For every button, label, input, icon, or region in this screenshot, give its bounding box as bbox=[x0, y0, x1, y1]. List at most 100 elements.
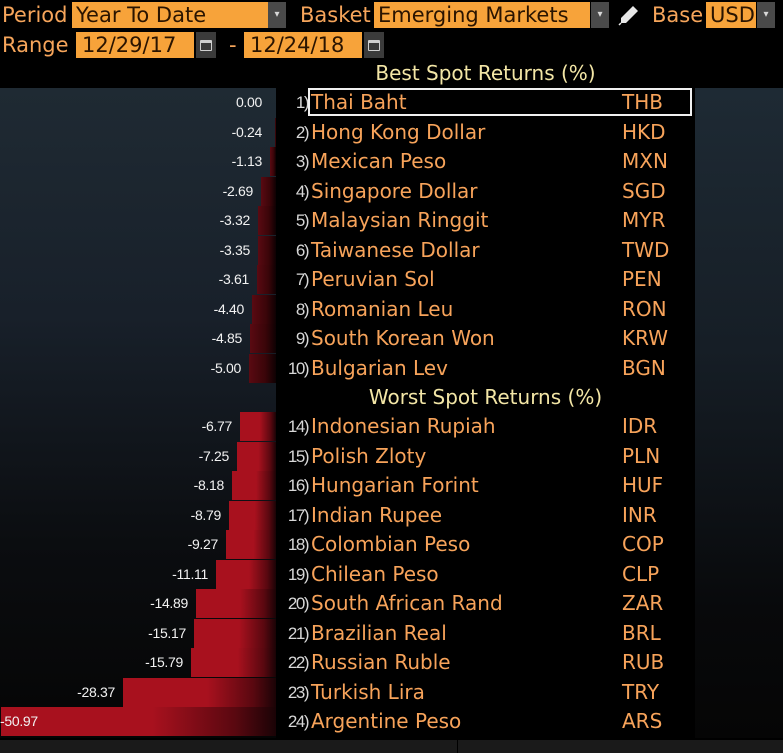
bar-try bbox=[123, 677, 276, 707]
currency-code: INR bbox=[622, 502, 657, 527]
calendar-icon[interactable] bbox=[364, 32, 384, 58]
rank-number: 24) bbox=[287, 712, 310, 731]
currency-row-sgd[interactable]: 4) Singapore Dollar SGD bbox=[276, 177, 695, 206]
return-value: -28.37 bbox=[77, 683, 115, 700]
currency-code: PEN bbox=[622, 267, 662, 291]
currency-name[interactable]: Chilean Peso bbox=[311, 561, 439, 586]
bar-twd bbox=[258, 235, 276, 265]
rank-number: 7) bbox=[295, 270, 310, 289]
basket-dropdown[interactable]: Emerging Markets bbox=[374, 2, 590, 28]
return-value: -3.61 bbox=[218, 271, 250, 287]
currency-name[interactable]: Indonesian Rupiah bbox=[311, 414, 496, 438]
currency-row-myr[interactable]: 5) Malaysian Ringgit MYR bbox=[276, 206, 695, 235]
currency-code: BGN bbox=[622, 355, 666, 380]
currency-name[interactable]: Peruvian Sol bbox=[311, 267, 435, 291]
currency-row-ars[interactable]: 24) Argentine Peso ARS bbox=[276, 707, 695, 736]
rank-number: 4) bbox=[295, 181, 310, 201]
chevron-down-icon[interactable]: ▾ bbox=[591, 2, 609, 28]
currency-code: IDR bbox=[622, 414, 658, 438]
rank-number: 14) bbox=[287, 417, 310, 436]
currency-name[interactable]: Argentine Peso bbox=[311, 709, 462, 733]
currency-row-pln[interactable]: 15) Polish Zloty PLN bbox=[276, 442, 695, 471]
currency-row-bgn[interactable]: 10) Bulgarian Lev BGN bbox=[276, 354, 695, 383]
currency-code: ARS bbox=[622, 709, 663, 733]
currency-code: THB bbox=[622, 90, 663, 114]
currency-row-hkd[interactable]: 2) Hong Kong Dollar HKD bbox=[276, 118, 695, 147]
currency-name[interactable]: South Korean Won bbox=[311, 326, 495, 350]
base-currency-dropdown[interactable]: USD bbox=[706, 2, 756, 28]
bar-ron bbox=[252, 294, 276, 324]
calendar-icon[interactable] bbox=[196, 32, 216, 58]
range-end-input[interactable]: 12/24/18 bbox=[244, 32, 362, 58]
currency-row-try[interactable]: 23) Turkish Lira TRY bbox=[276, 678, 695, 707]
currency-row-krw[interactable]: 9) South Korean Won KRW bbox=[276, 324, 695, 353]
bar-brl bbox=[194, 618, 276, 648]
range-start-input[interactable]: 12/29/17 bbox=[76, 32, 194, 58]
bar-myr bbox=[258, 206, 276, 235]
currency-name[interactable]: Hong Kong Dollar bbox=[311, 119, 486, 144]
currency-name[interactable]: South African Rand bbox=[311, 591, 503, 615]
divider bbox=[457, 740, 458, 753]
pencil-icon[interactable] bbox=[618, 4, 640, 26]
currency-row-huf[interactable]: 16) Hungarian Forint HUF bbox=[276, 471, 695, 500]
currency-row-cop[interactable]: 18) Colombian Peso COP bbox=[276, 530, 695, 559]
bar-clp bbox=[216, 559, 276, 589]
currency-code: RUB bbox=[622, 650, 665, 674]
currency-code: RON bbox=[622, 296, 667, 321]
currency-name[interactable]: Polish Zloty bbox=[311, 443, 427, 468]
currency-list bbox=[276, 60, 695, 740]
currency-name[interactable]: Singapore Dollar bbox=[311, 178, 478, 203]
currency-row-zar[interactable]: 20) South African Rand ZAR bbox=[276, 589, 695, 618]
currency-name[interactable]: Russian Ruble bbox=[311, 650, 451, 674]
currency-code: ZAR bbox=[622, 591, 664, 615]
currency-code: TWD bbox=[622, 237, 670, 262]
currency-name[interactable]: Bulgarian Lev bbox=[311, 355, 448, 380]
return-value: -11.11 bbox=[172, 565, 208, 582]
currency-code: PLN bbox=[622, 443, 661, 468]
return-value: -15.17 bbox=[148, 624, 186, 641]
currency-row-idr[interactable]: 14) Indonesian Rupiah IDR bbox=[276, 412, 695, 441]
currency-row-inr[interactable]: 17) Indian Rupee INR bbox=[276, 501, 695, 530]
currency-name[interactable]: Romanian Leu bbox=[311, 296, 454, 321]
rank-number: 23) bbox=[287, 682, 310, 702]
return-value: -7.25 bbox=[198, 447, 230, 464]
bar-krw bbox=[250, 324, 276, 353]
rank-number: 10) bbox=[287, 358, 310, 378]
currency-row-brl[interactable]: 21) Brazilian Real BRL bbox=[276, 619, 695, 648]
return-value: -50.97 bbox=[0, 713, 38, 729]
bar-zar bbox=[196, 589, 276, 618]
period-label: Period bbox=[2, 3, 68, 27]
currency-row-twd[interactable]: 6) Taiwanese Dollar TWD bbox=[276, 236, 695, 265]
basket-label: Basket bbox=[300, 3, 371, 27]
bar-huf bbox=[232, 471, 276, 500]
rank-number: 22) bbox=[287, 653, 310, 672]
currency-row-rub[interactable]: 22) Russian Ruble RUB bbox=[276, 648, 695, 677]
currency-row-thb[interactable]: 1) Thai Baht THB bbox=[276, 88, 695, 117]
currency-code: BRL bbox=[622, 620, 661, 645]
bar-pen bbox=[257, 265, 276, 294]
currency-row-mxn[interactable]: 3) Mexican Peso MXN bbox=[276, 147, 695, 176]
currency-name[interactable]: Indian Rupee bbox=[311, 502, 443, 527]
currency-name[interactable]: Mexican Peso bbox=[311, 149, 447, 173]
currency-name[interactable]: Hungarian Forint bbox=[311, 473, 479, 497]
currency-name[interactable]: Thai Baht bbox=[311, 90, 407, 114]
return-value: -14.89 bbox=[150, 595, 188, 611]
currency-code: COP bbox=[622, 532, 664, 556]
chevron-down-icon[interactable]: ▾ bbox=[268, 2, 286, 28]
return-value: -0.24 bbox=[231, 123, 263, 140]
return-value: -4.40 bbox=[213, 300, 245, 317]
period-dropdown[interactable]: Year To Date bbox=[72, 2, 268, 28]
rank-number: 8) bbox=[295, 299, 310, 319]
currency-name[interactable]: Malaysian Ringgit bbox=[311, 208, 489, 232]
currency-row-ron[interactable]: 8) Romanian Leu RON bbox=[276, 295, 695, 324]
currency-name[interactable]: Turkish Lira bbox=[311, 679, 425, 704]
currency-code: CLP bbox=[622, 561, 660, 586]
currency-name[interactable]: Colombian Peso bbox=[311, 532, 471, 556]
return-value: -3.32 bbox=[219, 212, 251, 228]
currency-name[interactable]: Taiwanese Dollar bbox=[311, 237, 480, 262]
chevron-down-icon[interactable]: ▾ bbox=[757, 2, 775, 28]
rank-number: 6) bbox=[295, 240, 310, 260]
currency-row-pen[interactable]: 7) Peruvian Sol PEN bbox=[276, 265, 695, 294]
currency-row-clp[interactable]: 19) Chilean Peso CLP bbox=[276, 560, 695, 589]
currency-name[interactable]: Brazilian Real bbox=[311, 620, 447, 645]
